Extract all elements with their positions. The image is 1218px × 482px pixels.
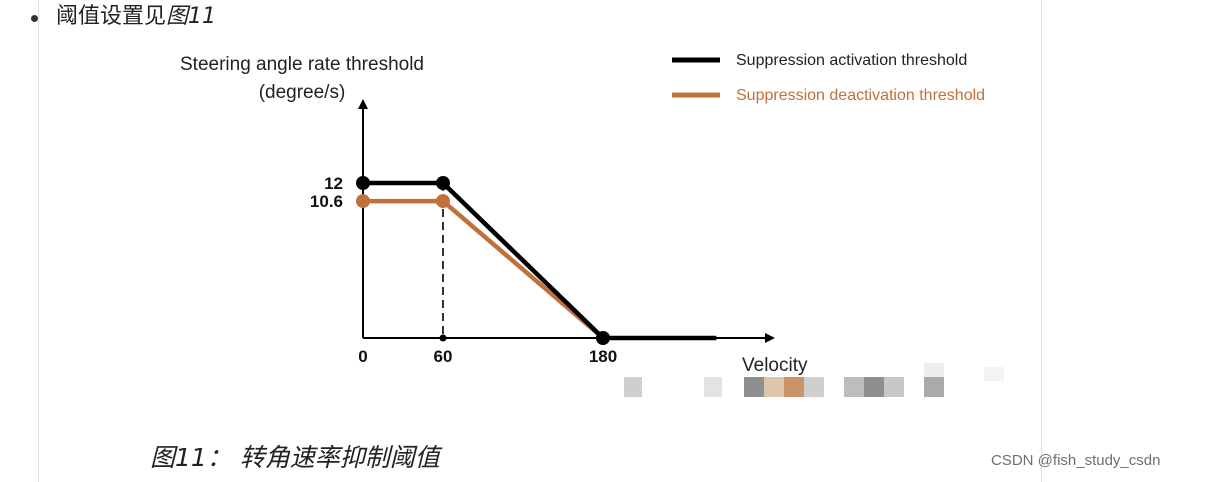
data-point-activation (436, 176, 450, 190)
data-point-activation (596, 331, 610, 345)
figure-caption: 图11： 转角速率抑制阈值 (150, 443, 440, 472)
data-point-activation (356, 176, 370, 190)
legend-label-deactivation: Suppression deactivation threshold (736, 87, 985, 104)
x-tick-label: 180 (589, 347, 617, 366)
bullet-dot (31, 15, 38, 22)
y-tick-label: 10.6 (310, 192, 343, 211)
content-right-border (1041, 0, 1042, 482)
plot-area (356, 176, 717, 345)
x-axis-marker-dot (439, 334, 447, 342)
x-tick-label: 0 (358, 347, 367, 366)
content-left-border (38, 0, 39, 482)
legend: Suppression activation threshold Suppres… (672, 52, 985, 104)
x-axis-label: Velocity (742, 355, 808, 376)
bullet-text-main: 阈值设置见 (56, 4, 167, 29)
y-tick-label: 12 (324, 174, 343, 193)
data-point-deactivation (356, 194, 370, 209)
threshold-chart: Steering angle rate threshold (degree/s)… (180, 52, 985, 376)
csdn-watermark: CSDN @fish_study_csdn (991, 452, 1161, 469)
pixelated-watermark (620, 363, 1020, 405)
legend-label-activation: Suppression activation threshold (736, 52, 967, 69)
y-axis-label-line1: Steering angle rate threshold (180, 54, 424, 75)
figure-link[interactable]: 图11 (166, 4, 217, 29)
x-tick-label: 60 (434, 347, 453, 366)
y-axis-label-line2: (degree/s) (259, 82, 346, 103)
series-line-activation (363, 180, 717, 341)
bullet-text: 阈值设置见图11 (56, 0, 216, 34)
data-point-deactivation (436, 194, 450, 209)
